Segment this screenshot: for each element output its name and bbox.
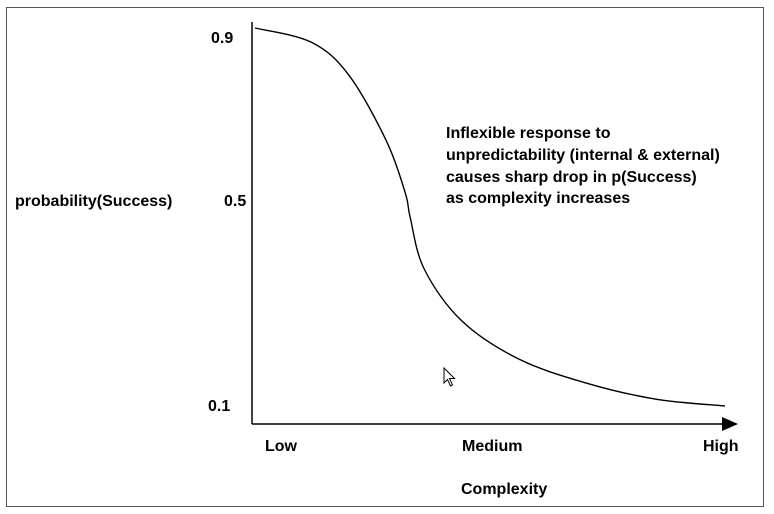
annotation-line: as complexity increases [446, 190, 630, 207]
y-tick-label: 0.9 [211, 30, 233, 47]
annotation-line: unpredictability (internal & external) [446, 147, 720, 164]
x-tick-label: High [703, 438, 739, 455]
x-axis-label: Complexity [461, 481, 547, 498]
annotation-line: Inflexible response to [446, 125, 611, 142]
y-tick-label: 0.1 [208, 398, 230, 415]
x-tick-label: Medium [462, 438, 522, 455]
x-axis-arrowhead [722, 417, 738, 431]
y-tick-label: 0.5 [224, 193, 246, 210]
y-axis-label: probability(Success) [15, 193, 172, 210]
x-tick-label: Low [265, 438, 298, 455]
mouse-cursor-icon [443, 366, 456, 387]
series-line [254, 27, 726, 407]
annotation-line: causes sharp drop in p(Success) [446, 169, 697, 186]
figure-frame [6, 7, 764, 507]
